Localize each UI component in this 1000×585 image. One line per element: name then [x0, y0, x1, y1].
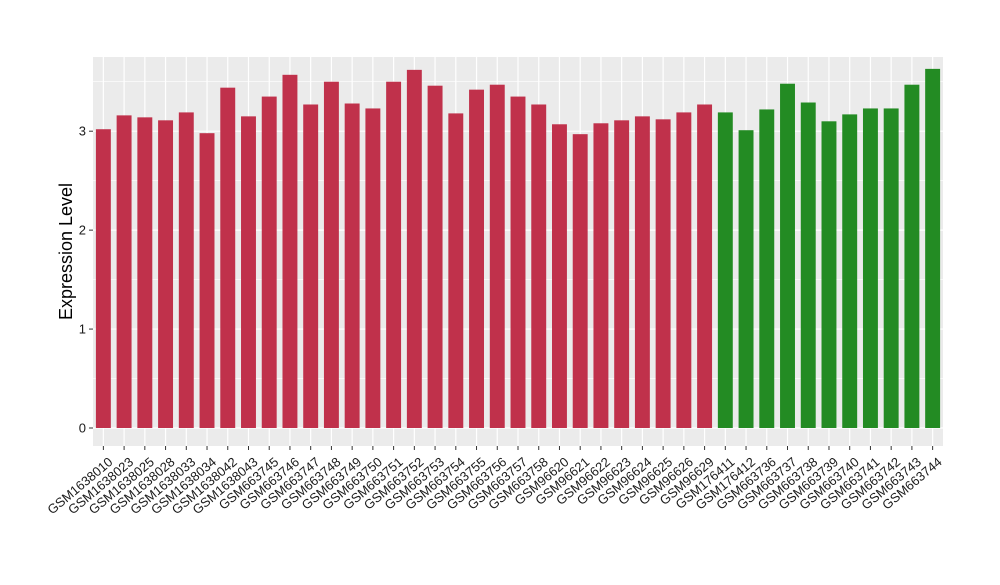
bar-GSM1638034 [199, 133, 215, 429]
bar-GSM96622 [593, 123, 609, 428]
bar-GSM96620 [552, 124, 567, 429]
bar-GSM96624 [634, 116, 650, 429]
bar-GSM1638028 [158, 120, 174, 429]
bar-GSM663757 [510, 96, 526, 428]
bar-GSM663736 [759, 109, 775, 429]
bar-GSM663737 [780, 83, 795, 428]
y-axis: 0 1 2 3 [79, 124, 93, 436]
bar-GSM663738 [800, 102, 816, 428]
bar-GSM176411 [717, 112, 733, 429]
y-axis-title: Expression Level [56, 183, 76, 320]
bars [95, 68, 941, 429]
bar-GSM663748 [323, 81, 339, 428]
y-tick-label: 2 [79, 223, 86, 238]
bar-GSM663758 [531, 104, 547, 428]
bar-GSM663751 [386, 81, 402, 428]
bar-GSM1638033 [178, 112, 194, 429]
bar-GSM96623 [614, 120, 630, 429]
y-tick-label: 1 [79, 322, 86, 337]
bar-GSM96621 [572, 134, 588, 428]
bar-GSM663747 [303, 104, 319, 428]
bar-GSM1638042 [220, 87, 236, 428]
bar-GSM96625 [655, 119, 671, 428]
bar-GSM663744 [925, 68, 941, 428]
bar-GSM663754 [448, 113, 464, 428]
bar-GSM176412 [738, 130, 754, 428]
bar-GSM663745 [261, 96, 277, 428]
bar-GSM663752 [406, 69, 422, 429]
bar-GSM96626 [676, 112, 692, 429]
bar-GSM663739 [821, 121, 837, 428]
bar-GSM663741 [862, 108, 878, 428]
y-tick-label: 3 [79, 124, 86, 139]
bar-GSM663755 [469, 89, 484, 428]
x-axis: GSM1638010GSM1638023GSM1638025GSM1638028… [44, 446, 945, 517]
bar-GSM1638025 [137, 117, 153, 428]
bar-GSM663756 [489, 84, 505, 429]
y-tick-label: 0 [79, 421, 86, 436]
bar-GSM1638043 [241, 116, 256, 429]
bar-GSM96629 [697, 104, 713, 428]
bar-GSM1638023 [116, 115, 132, 428]
bar-GSM1638010 [95, 129, 111, 429]
bar-GSM663750 [365, 108, 381, 428]
bar-GSM663740 [842, 114, 858, 428]
bar-GSM663742 [883, 108, 899, 428]
bar-GSM663743 [904, 84, 920, 429]
bar-GSM663746 [282, 74, 298, 429]
bar-GSM663749 [344, 103, 360, 429]
bar-GSM663753 [427, 85, 443, 428]
